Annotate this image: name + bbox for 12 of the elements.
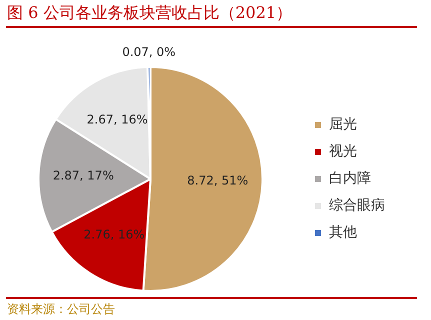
data-label: 2.87, 17% xyxy=(52,168,114,183)
data-label: 8.72, 51% xyxy=(187,173,248,188)
data-label: 2.67, 16% xyxy=(86,112,148,127)
legend-label: 其他 xyxy=(329,224,357,241)
legend-label: 综合眼病 xyxy=(329,198,385,214)
data-label: 0.07, 0% xyxy=(122,45,176,60)
legend-label: 屈光 xyxy=(329,116,357,133)
data-label: 2.76, 16% xyxy=(84,228,145,242)
legend-label: 白内障 xyxy=(329,170,371,187)
legend-label: 视光 xyxy=(329,144,357,160)
text: 资料来源：公司公告 xyxy=(7,301,115,318)
chart-title: 图 6 公司各业务板块营收占比（2021） xyxy=(7,3,292,24)
